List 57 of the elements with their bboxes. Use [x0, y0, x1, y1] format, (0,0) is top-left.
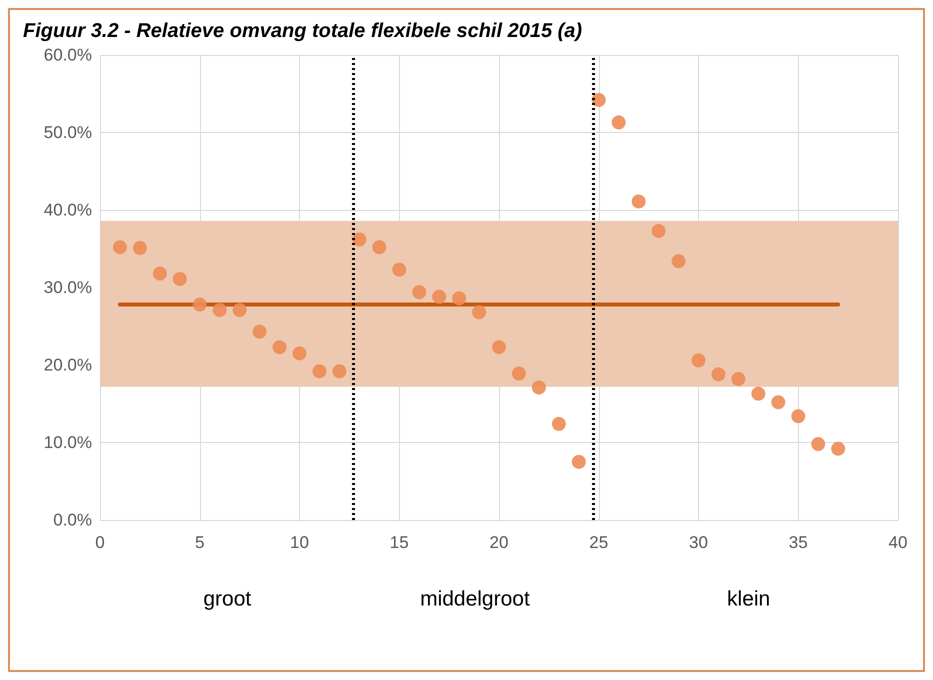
point [731, 372, 746, 386]
point [711, 367, 726, 382]
point [272, 340, 287, 354]
y-tick-label: 50.0% [44, 123, 92, 142]
x-tick-label: 25 [589, 533, 608, 552]
point [532, 380, 546, 394]
point [312, 364, 326, 378]
point [152, 266, 167, 281]
point [612, 115, 626, 130]
point [512, 366, 526, 381]
point [392, 262, 406, 277]
x-tick-label: 5 [195, 533, 204, 552]
point [492, 340, 506, 354]
point [432, 290, 446, 304]
point [572, 454, 586, 469]
point [212, 302, 227, 317]
point [352, 232, 366, 246]
x-tick-label: 40 [888, 533, 908, 552]
y-tick-label: 30.0% [44, 278, 92, 297]
point [252, 324, 267, 339]
point [332, 364, 346, 378]
x-tick-label: 35 [788, 533, 808, 552]
point [811, 437, 826, 452]
point [831, 442, 846, 456]
x-tick-label: 15 [390, 533, 409, 552]
point [452, 291, 466, 306]
text: groot [203, 588, 252, 610]
point [791, 409, 806, 424]
point [232, 302, 247, 317]
x-tick-label: 20 [490, 533, 508, 552]
point [652, 224, 666, 238]
point [472, 305, 486, 320]
point [672, 254, 686, 268]
text: klein [727, 588, 770, 610]
point [592, 92, 606, 107]
point [132, 240, 147, 255]
point [751, 386, 766, 401]
point [771, 395, 786, 410]
x-tick-label: 30 [689, 533, 708, 552]
y-tick-label: 10.0% [44, 433, 92, 452]
x-tick-label: 10 [290, 533, 309, 552]
point [552, 416, 566, 431]
text: middelgroot [420, 588, 530, 610]
x-tick-label: 0 [95, 533, 105, 552]
point [632, 194, 646, 208]
point [192, 298, 207, 312]
chart-title: Figuur 3.2 - Relatieve omvang totale flexibele schil 2015 (a) [23, 20, 582, 42]
point [292, 346, 306, 360]
y-tick-label: 40.0% [44, 200, 92, 220]
y-tick-label: 0.0% [53, 510, 92, 530]
point [412, 285, 426, 300]
y-tick-label: 20.0% [44, 356, 92, 374]
point [692, 353, 706, 368]
y-tick-label: 60.0% [44, 46, 92, 64]
point [112, 240, 127, 254]
point [172, 272, 187, 286]
point [372, 240, 386, 254]
